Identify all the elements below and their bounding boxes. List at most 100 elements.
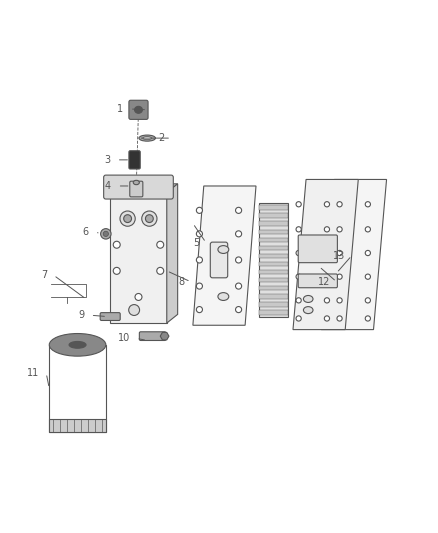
Text: 13: 13 [333,251,345,261]
Circle shape [196,231,202,237]
Circle shape [103,231,109,237]
Bar [259,286,288,290]
Circle shape [296,251,301,256]
Circle shape [337,201,342,207]
Circle shape [365,316,371,321]
Text: 8: 8 [178,277,184,287]
Circle shape [365,251,371,256]
Circle shape [337,227,342,232]
Text: 10: 10 [117,333,130,343]
Ellipse shape [129,304,140,316]
Circle shape [113,241,120,248]
Circle shape [324,298,329,303]
Text: 3: 3 [104,155,110,165]
Circle shape [296,274,301,279]
Text: 1: 1 [117,104,123,114]
Bar [259,238,288,242]
Bar [259,254,288,258]
Polygon shape [321,180,387,329]
Ellipse shape [143,136,152,140]
Circle shape [236,207,242,213]
Text: 11: 11 [28,368,40,378]
Circle shape [236,231,242,237]
Ellipse shape [124,215,131,223]
Text: 6: 6 [82,227,88,237]
Text: 2: 2 [159,133,165,143]
Ellipse shape [304,295,313,302]
Circle shape [337,316,342,321]
Ellipse shape [134,107,142,114]
Text: 7: 7 [41,270,47,280]
Bar [259,230,288,234]
Circle shape [296,298,301,303]
Text: 4: 4 [105,181,111,191]
Ellipse shape [218,246,229,254]
Circle shape [236,283,242,289]
Circle shape [196,257,202,263]
FancyBboxPatch shape [298,274,337,288]
Bar [259,221,288,226]
Circle shape [236,306,242,313]
Bar [259,310,288,314]
FancyBboxPatch shape [130,181,143,197]
Ellipse shape [218,293,229,301]
Ellipse shape [142,211,157,226]
Circle shape [324,201,329,207]
FancyBboxPatch shape [210,242,228,278]
Bar [49,345,106,432]
FancyBboxPatch shape [104,175,173,199]
Circle shape [337,298,342,303]
Circle shape [365,298,371,303]
Bar [259,205,288,209]
Circle shape [296,201,301,207]
Bar [259,246,288,250]
Circle shape [337,251,342,256]
Circle shape [324,316,329,321]
Bar [49,419,106,432]
Text: 12: 12 [318,277,330,287]
Bar [110,192,167,323]
Bar [259,294,288,298]
Circle shape [157,268,164,274]
Circle shape [324,274,329,279]
Bar [259,213,288,217]
Text: 9: 9 [78,310,84,320]
Circle shape [324,251,329,256]
Circle shape [196,306,202,313]
FancyBboxPatch shape [139,332,166,341]
Circle shape [296,227,301,232]
Circle shape [365,274,371,279]
Text: 5: 5 [193,238,199,247]
FancyBboxPatch shape [129,100,148,119]
Circle shape [337,274,342,279]
Circle shape [157,241,164,248]
Circle shape [365,227,371,232]
Bar [259,302,288,306]
Circle shape [196,283,202,289]
Polygon shape [293,180,358,329]
Ellipse shape [145,215,153,223]
Ellipse shape [133,180,139,184]
FancyBboxPatch shape [100,313,120,320]
Bar [259,262,288,266]
Circle shape [101,229,111,239]
FancyBboxPatch shape [298,235,337,263]
Polygon shape [110,184,178,192]
Ellipse shape [120,211,135,226]
Bar [259,278,288,282]
Circle shape [236,257,242,263]
Circle shape [365,201,371,207]
FancyBboxPatch shape [129,151,140,169]
Ellipse shape [69,342,86,348]
Bar [259,270,288,274]
Circle shape [296,316,301,321]
Circle shape [324,227,329,232]
Polygon shape [167,184,178,323]
Circle shape [113,268,120,274]
Circle shape [135,294,142,301]
Bar [259,204,288,317]
Ellipse shape [49,334,106,356]
Polygon shape [193,186,256,325]
Ellipse shape [304,306,313,313]
Circle shape [196,207,202,213]
